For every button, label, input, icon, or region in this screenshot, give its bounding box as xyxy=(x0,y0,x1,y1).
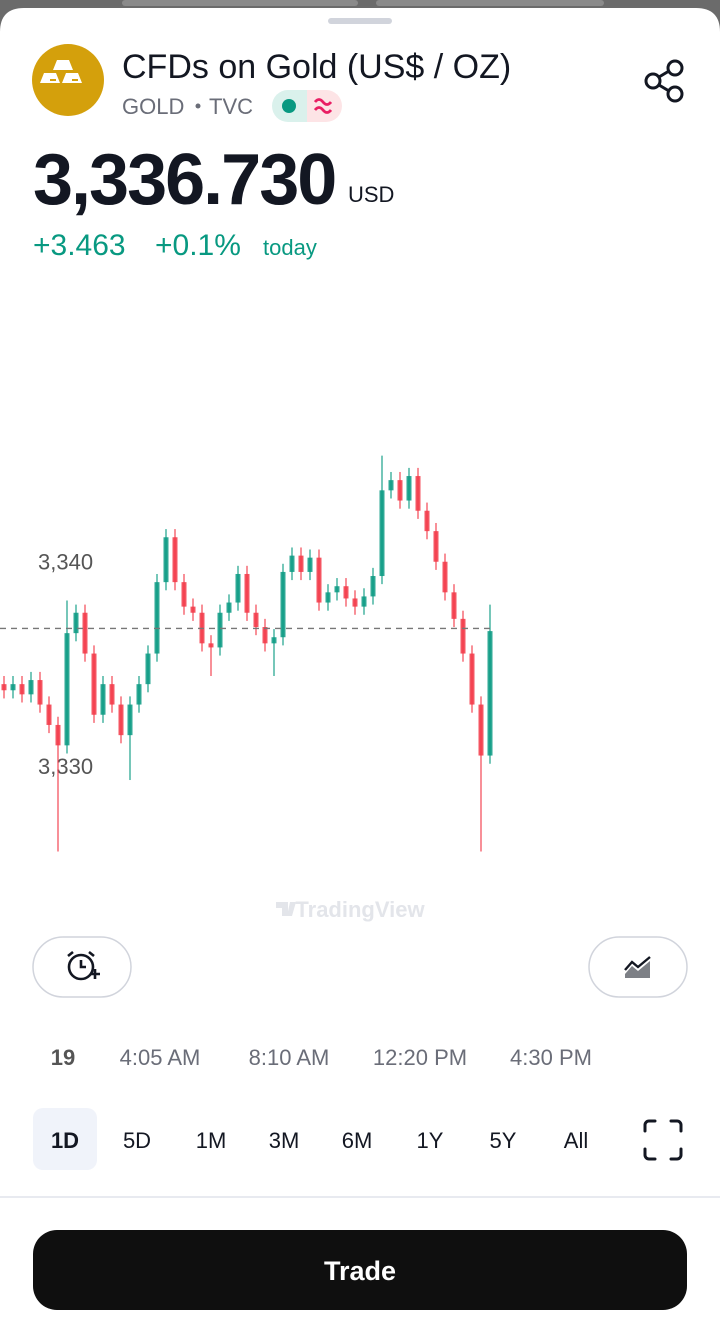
candle-body xyxy=(316,557,322,603)
separator-dot xyxy=(195,103,201,109)
timeframe-option[interactable]: 1Y xyxy=(417,1128,444,1153)
candle-body xyxy=(424,510,430,532)
timeframe-option[interactable]: 1D xyxy=(51,1128,79,1153)
x-tick-label: 19 xyxy=(51,1045,75,1070)
candle-body xyxy=(190,606,196,613)
last-price: 3,336.730 xyxy=(33,140,335,220)
x-tick-label: 4:05 AM xyxy=(120,1045,201,1070)
timeframe-selected xyxy=(33,1108,97,1170)
candle-body xyxy=(442,561,448,593)
timeframe-option[interactable]: 5D xyxy=(123,1128,151,1153)
candle-body xyxy=(172,537,178,583)
timeframe-option[interactable]: 6M xyxy=(342,1128,373,1153)
candle-body xyxy=(145,653,151,685)
candle-body xyxy=(343,586,349,599)
candle-body xyxy=(451,592,457,619)
candle-body xyxy=(460,618,466,654)
watermark: TradingView xyxy=(295,897,425,922)
timeframe-bar: 1D 5D 1M 3M 6M 1Y 5Y All xyxy=(33,1108,588,1170)
candle-body xyxy=(406,476,412,501)
alert-button[interactable] xyxy=(32,936,132,998)
candle-body xyxy=(163,537,169,583)
candle-body xyxy=(262,627,268,644)
candle-body xyxy=(91,653,97,715)
candle-body xyxy=(136,684,142,705)
currency: USD xyxy=(348,182,394,207)
candle-body xyxy=(127,704,133,736)
chart-type-button[interactable] xyxy=(588,936,688,998)
drag-handle[interactable] xyxy=(328,18,392,24)
change-period: today xyxy=(263,235,317,260)
price-change: +3.463 xyxy=(33,229,126,262)
candle-body xyxy=(244,573,250,613)
price-chart[interactable]: 3,340 3,330 xyxy=(0,455,493,852)
candle-body xyxy=(82,612,88,654)
exchange: TVC xyxy=(209,94,253,119)
candle-body xyxy=(118,704,124,736)
timeframe-option[interactable]: 5Y xyxy=(490,1128,517,1153)
symbol-logo xyxy=(32,44,104,116)
y-tick-label: 3,330 xyxy=(38,754,93,779)
fullscreen-button[interactable] xyxy=(643,1119,683,1161)
candle-body xyxy=(478,704,484,756)
candle-body xyxy=(397,480,403,501)
candle-body xyxy=(226,602,232,613)
candle-body xyxy=(325,592,331,603)
candle-body xyxy=(64,633,70,746)
timeframe-option[interactable]: 3M xyxy=(269,1128,300,1153)
symbol-code: GOLD xyxy=(122,94,184,119)
candle-body xyxy=(208,643,214,648)
timeframe-option[interactable]: 1M xyxy=(196,1128,227,1153)
candle-body xyxy=(10,684,16,691)
candle-body xyxy=(271,637,277,644)
candle-body xyxy=(370,576,376,597)
candle-body xyxy=(379,490,385,577)
candle-body xyxy=(55,724,61,746)
candle-body xyxy=(154,582,160,654)
candle-body xyxy=(334,586,340,593)
backdrop-card xyxy=(122,0,358,6)
trade-label[interactable]: Trade xyxy=(324,1256,396,1286)
status-badge[interactable] xyxy=(272,90,342,122)
share-button[interactable] xyxy=(644,59,684,103)
candle-body xyxy=(28,680,34,695)
candle-body xyxy=(46,704,52,725)
price-change-percent: +0.1% xyxy=(155,229,241,262)
candle-body xyxy=(217,612,223,648)
candle-body xyxy=(19,684,25,695)
candle-body xyxy=(37,680,43,705)
x-tick-label: 4:30 PM xyxy=(510,1045,592,1070)
candle-body xyxy=(100,684,106,715)
candle-body xyxy=(415,476,421,511)
candle-body xyxy=(109,684,115,705)
x-tick-label: 12:20 PM xyxy=(373,1045,467,1070)
backdrop-card xyxy=(376,0,604,6)
candle-body xyxy=(469,653,475,705)
candle-body xyxy=(307,557,313,572)
candle-body xyxy=(1,684,7,691)
x-tick-label: 8:10 AM xyxy=(249,1045,330,1070)
candle-body xyxy=(235,573,241,603)
watermark-logo xyxy=(276,902,296,916)
candle-body xyxy=(73,612,79,634)
timeframe-option[interactable]: All xyxy=(564,1128,588,1153)
candle-body xyxy=(388,480,394,491)
candle-body xyxy=(181,582,187,607)
candle-body xyxy=(487,631,493,756)
y-tick-label: 3,340 xyxy=(38,550,93,575)
candle-body xyxy=(253,612,259,628)
candle-body xyxy=(361,596,367,607)
sheet xyxy=(0,8,720,1341)
candle-body xyxy=(280,571,286,638)
candle-body xyxy=(298,555,304,572)
candle-body xyxy=(352,598,358,607)
symbol-title: CFDs on Gold (US$ / OZ) xyxy=(122,48,511,86)
time-axis: 19 4:05 AM 8:10 AM 12:20 PM 4:30 PM xyxy=(51,1045,592,1070)
candle-body xyxy=(289,555,295,572)
trade-button[interactable]: Trade xyxy=(33,1230,687,1310)
candle-body xyxy=(433,531,439,562)
